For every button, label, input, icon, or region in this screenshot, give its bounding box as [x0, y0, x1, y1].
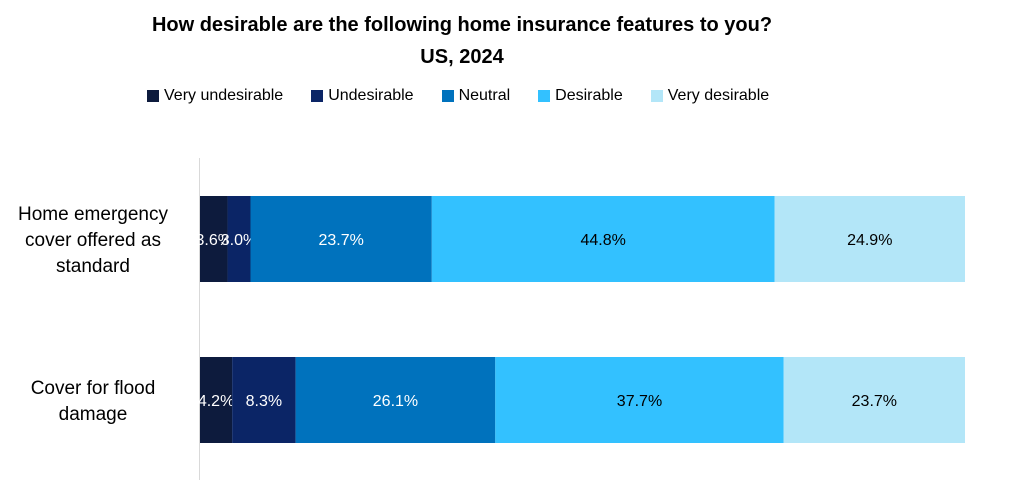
- data-label: 4.2%: [198, 393, 234, 410]
- bar-segment: [774, 196, 965, 282]
- data-label: 24.9%: [847, 232, 892, 249]
- legend-item: Neutral: [441, 87, 511, 105]
- data-label: 44.8%: [580, 232, 625, 249]
- legend: Very undesirable Undesirable Neutral Desira…: [147, 86, 797, 106]
- legend-label: Desirable: [555, 87, 623, 104]
- category-label: Cover for flood: [31, 378, 156, 399]
- legend-item: Undesirable: [311, 87, 414, 105]
- legend-swatch: [650, 90, 663, 102]
- data-label: 37.7%: [617, 393, 662, 410]
- data-label: 3.0%: [221, 232, 257, 249]
- data-label: 26.1%: [373, 393, 418, 410]
- category-label: standard: [56, 256, 130, 277]
- bar-segment: [200, 196, 228, 282]
- legend-swatch: [147, 90, 159, 102]
- legend-label: Neutral: [458, 87, 511, 104]
- legend-item: Very desirable: [650, 87, 770, 105]
- legend-swatch: [538, 90, 551, 102]
- bar-segment: [232, 357, 296, 443]
- bar-segment: [227, 196, 251, 282]
- category-label: cover offered as: [25, 230, 161, 251]
- bar-segment: [495, 357, 784, 443]
- legend-swatch: [311, 90, 324, 102]
- category-label: Home emergency: [18, 204, 168, 225]
- bar-segment: [783, 357, 965, 443]
- legend-label: Very undesirable: [164, 87, 284, 104]
- legend-label: Undesirable: [328, 87, 414, 104]
- data-label: 3.6%: [196, 232, 232, 249]
- chart-subtitle: US, 2024: [420, 46, 504, 68]
- legend-swatch: [441, 90, 454, 102]
- bar-segment: [250, 196, 432, 282]
- legend-item: Very undesirable: [147, 87, 283, 105]
- data-label: 23.7%: [852, 393, 897, 410]
- category-label: damage: [59, 404, 128, 425]
- data-label: 8.3%: [246, 393, 282, 410]
- data-label: 23.7%: [318, 232, 363, 249]
- bar-segment: [200, 357, 233, 443]
- legend-label: Very desirable: [667, 87, 770, 104]
- chart-title: How desirable are the following home ins…: [151, 14, 773, 36]
- bar-segment: [295, 357, 496, 443]
- legend-item: Desirable: [538, 87, 623, 105]
- bar-segment: [431, 196, 775, 282]
